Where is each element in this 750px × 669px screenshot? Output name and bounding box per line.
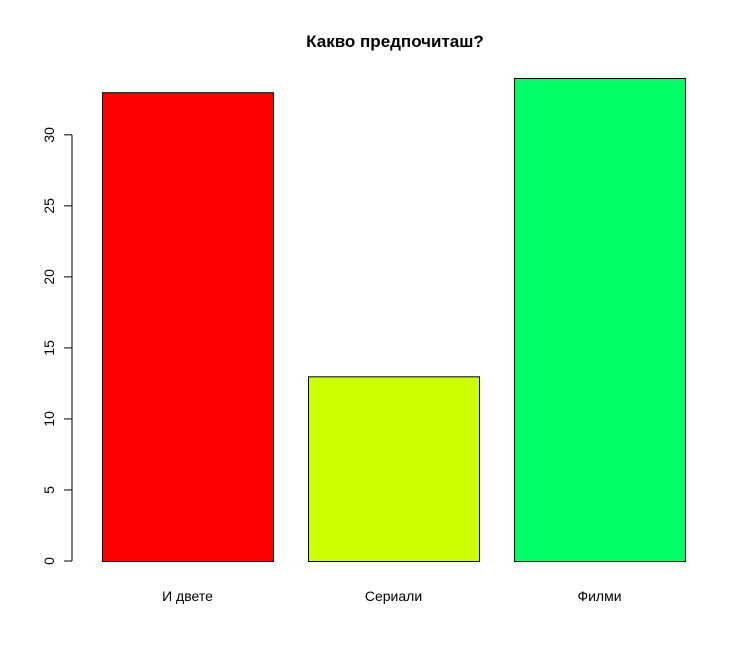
- y-tick-label: 15: [41, 340, 57, 356]
- y-axis: 0 5 10 15 20 25 30: [41, 127, 73, 565]
- bar-2: [308, 376, 480, 562]
- y-tick-label: 25: [41, 198, 57, 214]
- x-category-label: Филми: [577, 588, 621, 604]
- bar-3: [514, 78, 686, 562]
- y-tick-label: 10: [41, 411, 57, 427]
- y-tick-label: 20: [41, 269, 57, 285]
- x-axis-labels: И двете Сериали Филми: [162, 588, 621, 604]
- y-tick-label: 5: [41, 486, 57, 494]
- x-category-label: Сериали: [365, 588, 422, 604]
- bar-1: [102, 92, 274, 563]
- y-tick-label: 30: [41, 127, 57, 143]
- x-category-label: И двете: [162, 588, 213, 604]
- bars: [102, 78, 686, 563]
- y-tick-label: 0: [41, 557, 57, 565]
- chart-title: Какво предпочиташ?: [306, 32, 484, 51]
